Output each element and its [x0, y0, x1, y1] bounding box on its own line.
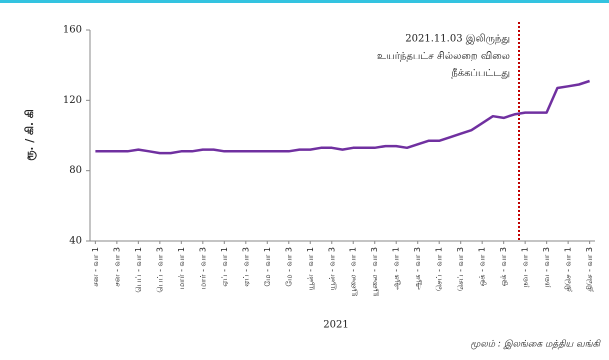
x-tick-label: யூலை - வா 1: [349, 247, 358, 297]
x-tick-label: ஒக் - வா 1: [478, 247, 487, 286]
x-tick-label: மார் - வா 3: [198, 247, 207, 289]
source: மூலம் : இலங்கை மத்திய வங்கி: [470, 339, 601, 350]
x-tick-label: செப் - வா 1: [435, 247, 444, 291]
y-axis-label: ரூ. / கி. கி: [23, 109, 37, 161]
x-tick-label: திசெ - வா 3: [585, 247, 594, 292]
x-tick-label: மார் - வா 1: [177, 247, 186, 289]
x-tick-label: யூன் - வா 3: [327, 247, 336, 290]
top-border: [0, 0, 609, 3]
annotation-line: 2021.11.03 இலிருந்து: [405, 34, 510, 45]
series-line: [95, 79, 590, 155]
annotation-line: நீக்கப்பட்டது: [451, 68, 510, 79]
x-tick-label: செப் - வா 3: [456, 247, 465, 291]
x-tick-label: ஏப் - வா 1: [220, 247, 229, 287]
x-tick-label: பெப் - வா 3: [155, 247, 164, 293]
x-tick-label: ஒக் - வா 3: [499, 247, 508, 286]
x-tick-label: நவ - வா 3: [542, 247, 551, 287]
x-tick-label: மே - வா 1: [263, 247, 272, 287]
x-tick-label: மே - வா 3: [284, 247, 293, 287]
x-tick-label: ஆக - வா 1: [392, 247, 401, 290]
y-tick-label: 80: [69, 165, 82, 176]
y-tick-label: 120: [63, 95, 82, 106]
x-axis-label: 2021: [323, 320, 348, 331]
annotation-line: உயர்ந்தபட்ச சில்லறை விலை: [377, 51, 510, 62]
x-tick-label: திசெ - வா 1: [564, 247, 573, 292]
x-tick-label: ஏப் - வா 3: [241, 247, 250, 287]
x-tick-label: நவ - வா 1: [521, 247, 530, 287]
x-tick-label: சன - வா 1: [91, 247, 100, 287]
x-tick-label: ஆக - வா 3: [413, 247, 422, 290]
x-tick-label: யூன் - வா 1: [306, 247, 315, 290]
x-tick-label: யூலை - வா 3: [370, 247, 379, 297]
x-tick-label: பெப் - வா 1: [134, 247, 143, 293]
x-tick-label: சன - வா 3: [112, 247, 121, 287]
y-tick-label: 40: [69, 236, 82, 247]
y-tick-label: 160: [63, 25, 82, 36]
